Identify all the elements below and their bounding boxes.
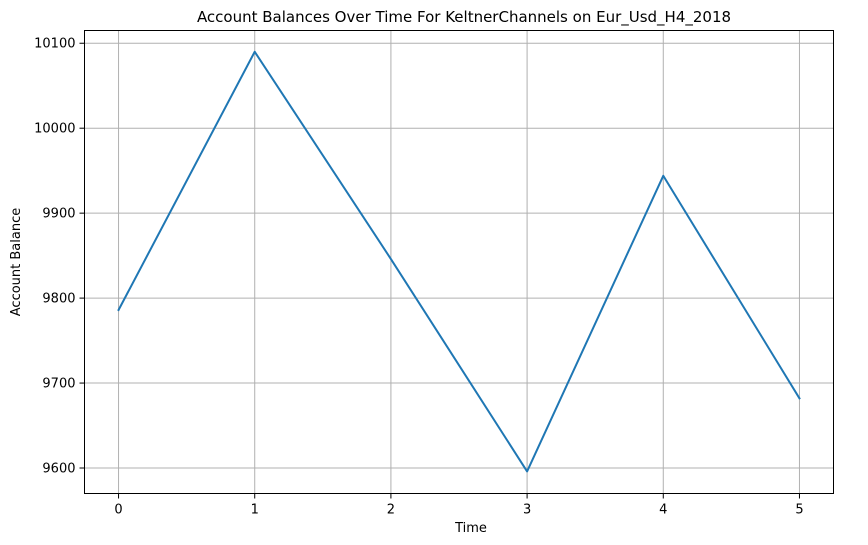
x-tick-label: 3 xyxy=(523,503,531,518)
y-tick-label: 9700 xyxy=(42,377,75,392)
y-tick-label: 9800 xyxy=(42,292,75,307)
grid xyxy=(84,30,834,494)
ticks: 0 1 2 3 4 5 9600 9700 9800 9900 10000 10100 xyxy=(34,37,803,518)
y-tick-label: 10000 xyxy=(34,122,75,137)
x-tick-label: 4 xyxy=(659,503,667,518)
x-tick-label: 1 xyxy=(251,503,259,518)
y-tick-label: 10100 xyxy=(34,37,75,52)
plot-frame xyxy=(84,30,834,494)
y-tick-label: 9600 xyxy=(42,462,75,477)
x-tick-label: 0 xyxy=(114,503,122,518)
x-axis-label: Time xyxy=(454,521,487,536)
y-tick-label: 9900 xyxy=(42,207,75,222)
chart-title: Account Balances Over Time For KeltnerCh… xyxy=(197,8,731,27)
x-tick-label: 2 xyxy=(387,503,395,518)
series-layer xyxy=(117,50,801,473)
y-axis-label: Account Balance xyxy=(9,208,24,316)
series-line xyxy=(117,50,801,473)
x-tick-label: 5 xyxy=(795,503,803,518)
